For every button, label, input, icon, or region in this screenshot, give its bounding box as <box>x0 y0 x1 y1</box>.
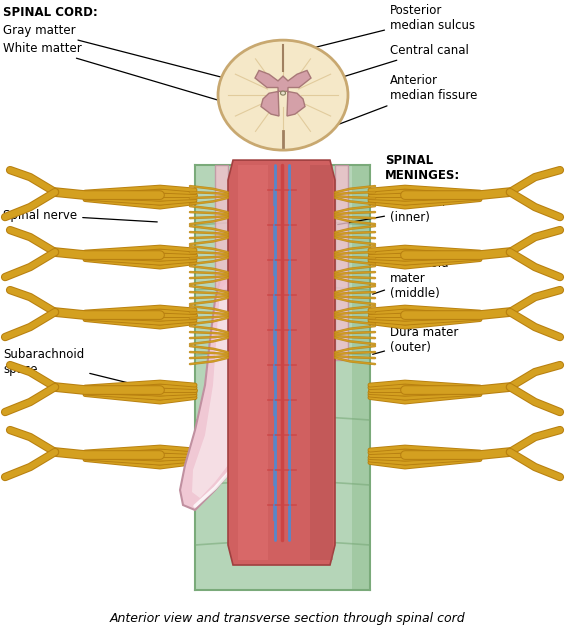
Text: Central canal: Central canal <box>286 43 469 94</box>
Ellipse shape <box>281 91 285 95</box>
Text: White matter: White matter <box>3 42 242 108</box>
Text: SPINAL
MENINGES:: SPINAL MENINGES: <box>385 154 460 182</box>
Polygon shape <box>310 165 333 560</box>
Text: Gray matter: Gray matter <box>3 24 257 86</box>
Text: Anterior view and transverse section through spinal cord: Anterior view and transverse section thr… <box>109 611 465 625</box>
Polygon shape <box>335 165 348 360</box>
Polygon shape <box>215 165 228 290</box>
Polygon shape <box>255 70 311 116</box>
Polygon shape <box>195 165 370 590</box>
Polygon shape <box>228 160 335 565</box>
Text: Pia mater
(inner): Pia mater (inner) <box>338 196 447 225</box>
Text: Dura mater
(outer): Dura mater (outer) <box>373 326 459 354</box>
Polygon shape <box>238 165 268 560</box>
Polygon shape <box>180 270 265 510</box>
Polygon shape <box>352 165 370 590</box>
Text: SPINAL CORD:: SPINAL CORD: <box>3 6 98 19</box>
Text: Arachnoid
mater
(middle): Arachnoid mater (middle) <box>373 257 449 299</box>
Ellipse shape <box>218 40 348 150</box>
Text: Spinal nerve: Spinal nerve <box>3 209 157 222</box>
Polygon shape <box>192 278 262 498</box>
Text: Anterior
median fissure: Anterior median fissure <box>286 74 478 144</box>
Text: Subarachnoid
space: Subarachnoid space <box>3 348 195 399</box>
Text: Posterior
median sulcus: Posterior median sulcus <box>286 4 475 55</box>
